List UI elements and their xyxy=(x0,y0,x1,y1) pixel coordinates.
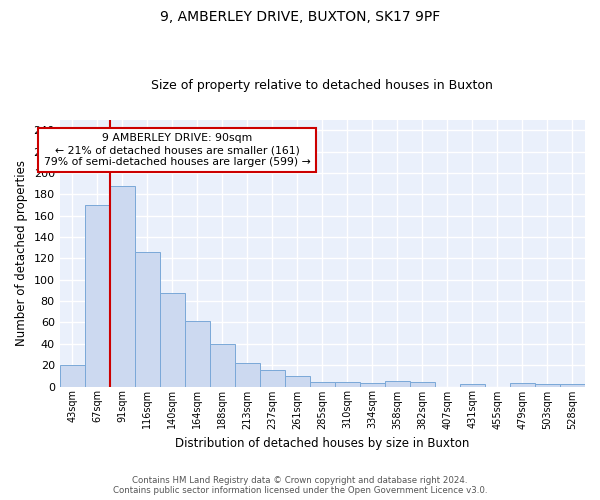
Bar xyxy=(235,363,260,386)
Title: Size of property relative to detached houses in Buxton: Size of property relative to detached ho… xyxy=(151,79,493,92)
Bar xyxy=(260,370,285,386)
X-axis label: Distribution of detached houses by size in Buxton: Distribution of detached houses by size … xyxy=(175,437,470,450)
Bar xyxy=(335,382,360,386)
Bar xyxy=(110,186,135,386)
Bar xyxy=(310,382,335,386)
Bar xyxy=(360,384,385,386)
Bar xyxy=(185,322,210,386)
Bar xyxy=(460,384,485,386)
Text: 9, AMBERLEY DRIVE, BUXTON, SK17 9PF: 9, AMBERLEY DRIVE, BUXTON, SK17 9PF xyxy=(160,10,440,24)
Bar xyxy=(410,382,435,386)
Bar xyxy=(135,252,160,386)
Bar xyxy=(59,365,85,386)
Bar xyxy=(510,384,535,386)
Y-axis label: Number of detached properties: Number of detached properties xyxy=(15,160,28,346)
Text: 9 AMBERLEY DRIVE: 90sqm
← 21% of detached houses are smaller (161)
79% of semi-d: 9 AMBERLEY DRIVE: 90sqm ← 21% of detache… xyxy=(44,134,311,166)
Bar xyxy=(560,384,585,386)
Text: Contains HM Land Registry data © Crown copyright and database right 2024.
Contai: Contains HM Land Registry data © Crown c… xyxy=(113,476,487,495)
Bar xyxy=(85,205,110,386)
Bar xyxy=(535,384,560,386)
Bar xyxy=(285,376,310,386)
Bar xyxy=(160,292,185,386)
Bar xyxy=(210,344,235,387)
Bar xyxy=(385,381,410,386)
